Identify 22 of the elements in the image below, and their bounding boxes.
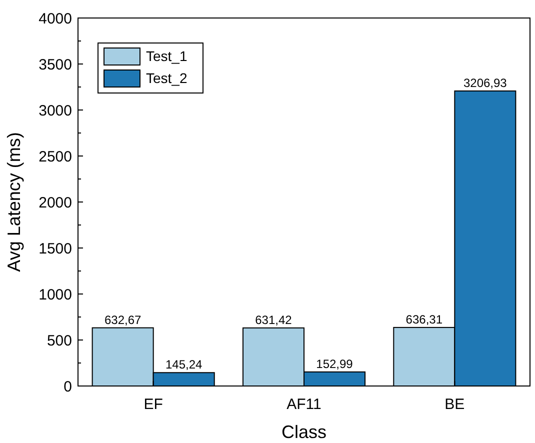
legend-label: Test_1 — [146, 48, 188, 64]
x-tick-label: BE — [444, 396, 465, 413]
y-tick-label: 1500 — [38, 240, 72, 258]
y-tick-label: 4000 — [38, 10, 72, 28]
x-tick-label: EF — [144, 396, 163, 413]
x-axis-title: Class — [281, 422, 327, 442]
y-axis-title: Avg Latency (ms) — [4, 132, 24, 272]
y-tick-label: 0 — [64, 378, 72, 396]
y-tick-label: 3000 — [38, 102, 72, 120]
y-tick-label: 2000 — [38, 194, 72, 212]
data-label: 632,67 — [104, 312, 142, 327]
data-label: 631,42 — [255, 312, 292, 327]
y-tick-label: 2500 — [38, 148, 72, 166]
y-tick-label: 1000 — [38, 286, 72, 304]
x-tick-label: AF11 — [286, 396, 322, 413]
data-label: 3206,93 — [463, 76, 508, 90]
data-label: 145,24 — [165, 358, 203, 372]
y-tick-label: 500 — [46, 332, 72, 350]
legend-label: Test_2 — [146, 70, 188, 86]
data-label: 152,99 — [316, 356, 354, 371]
data-label: 636,31 — [406, 312, 443, 326]
y-tick-label: 3500 — [38, 56, 72, 74]
